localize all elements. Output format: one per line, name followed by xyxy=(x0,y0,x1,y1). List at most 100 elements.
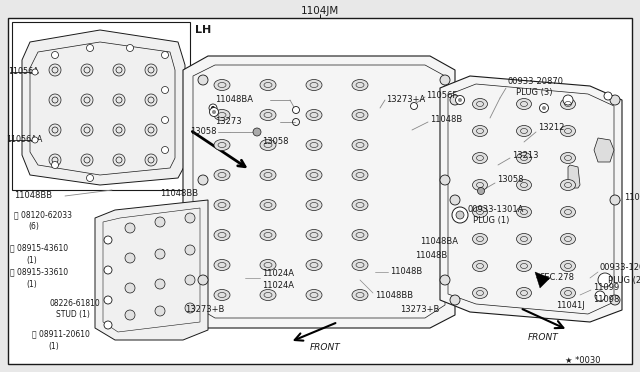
Circle shape xyxy=(540,103,548,112)
Circle shape xyxy=(410,103,417,109)
Circle shape xyxy=(145,64,157,76)
Ellipse shape xyxy=(561,99,575,109)
Circle shape xyxy=(198,175,208,185)
Ellipse shape xyxy=(306,80,322,90)
Text: ★ *0030: ★ *0030 xyxy=(565,356,600,365)
Text: LH: LH xyxy=(195,25,211,35)
Text: FRONT: FRONT xyxy=(310,343,340,353)
Ellipse shape xyxy=(306,140,322,151)
Text: SEC.278: SEC.278 xyxy=(540,273,575,282)
Text: 11048B: 11048B xyxy=(430,115,462,125)
Ellipse shape xyxy=(472,153,488,164)
Text: 11048B: 11048B xyxy=(624,193,640,202)
Ellipse shape xyxy=(260,230,276,241)
Ellipse shape xyxy=(516,288,531,298)
Circle shape xyxy=(49,94,61,106)
Text: FRONT: FRONT xyxy=(528,334,559,343)
Text: (6): (6) xyxy=(28,222,39,231)
Circle shape xyxy=(49,124,61,136)
Ellipse shape xyxy=(260,170,276,180)
Circle shape xyxy=(161,116,168,124)
Circle shape xyxy=(563,95,573,105)
Circle shape xyxy=(212,110,216,114)
Circle shape xyxy=(161,51,168,58)
Ellipse shape xyxy=(306,260,322,270)
Circle shape xyxy=(51,51,58,58)
Circle shape xyxy=(253,128,261,136)
Ellipse shape xyxy=(306,230,322,241)
Text: 11048BB: 11048BB xyxy=(14,192,52,201)
Circle shape xyxy=(113,124,125,136)
Ellipse shape xyxy=(352,109,368,121)
Text: 00933-20870: 00933-20870 xyxy=(508,77,564,87)
Circle shape xyxy=(81,124,93,136)
Ellipse shape xyxy=(561,260,575,272)
Circle shape xyxy=(81,64,93,76)
Circle shape xyxy=(209,108,218,116)
Circle shape xyxy=(198,75,208,85)
Text: 00933-1201A: 00933-1201A xyxy=(600,263,640,273)
Text: 11024A: 11024A xyxy=(262,282,294,291)
Circle shape xyxy=(610,195,620,205)
Text: 13273+B: 13273+B xyxy=(185,305,225,314)
Ellipse shape xyxy=(516,206,531,218)
Text: Ⓦ 08915-33610: Ⓦ 08915-33610 xyxy=(10,267,68,276)
Ellipse shape xyxy=(306,170,322,180)
Circle shape xyxy=(127,45,134,51)
Circle shape xyxy=(161,147,168,154)
Circle shape xyxy=(145,154,157,166)
Circle shape xyxy=(86,174,93,182)
Circle shape xyxy=(211,106,215,110)
Circle shape xyxy=(104,321,112,329)
Ellipse shape xyxy=(260,260,276,270)
Circle shape xyxy=(185,245,195,255)
Circle shape xyxy=(125,223,135,233)
Circle shape xyxy=(292,106,300,113)
Text: PLUG (2): PLUG (2) xyxy=(608,276,640,285)
Text: 08226-61810: 08226-61810 xyxy=(50,298,100,308)
Text: (1): (1) xyxy=(48,341,59,350)
Text: 11099: 11099 xyxy=(593,283,620,292)
Text: 11056A: 11056A xyxy=(8,67,38,77)
Ellipse shape xyxy=(214,199,230,211)
Text: 11048B: 11048B xyxy=(415,250,447,260)
Ellipse shape xyxy=(306,109,322,121)
Circle shape xyxy=(595,291,605,301)
Text: 13058: 13058 xyxy=(262,138,289,147)
Circle shape xyxy=(125,310,135,320)
Text: 11041J: 11041J xyxy=(556,301,585,310)
Text: 13058: 13058 xyxy=(190,126,216,135)
Ellipse shape xyxy=(352,80,368,90)
Ellipse shape xyxy=(214,80,230,90)
Circle shape xyxy=(456,211,464,219)
Ellipse shape xyxy=(352,289,368,301)
Ellipse shape xyxy=(306,289,322,301)
Circle shape xyxy=(113,94,125,106)
Ellipse shape xyxy=(260,80,276,90)
Circle shape xyxy=(161,87,168,93)
Ellipse shape xyxy=(561,153,575,164)
Ellipse shape xyxy=(516,153,531,164)
Ellipse shape xyxy=(472,234,488,244)
Circle shape xyxy=(542,106,546,110)
Text: PLUG (1): PLUG (1) xyxy=(473,215,509,224)
Circle shape xyxy=(440,275,450,285)
Circle shape xyxy=(456,96,465,105)
Circle shape xyxy=(450,95,460,105)
Circle shape xyxy=(440,75,450,85)
Polygon shape xyxy=(594,138,614,162)
Text: (1): (1) xyxy=(26,256,36,264)
Circle shape xyxy=(598,273,612,287)
Circle shape xyxy=(185,213,195,223)
Circle shape xyxy=(604,92,612,100)
Ellipse shape xyxy=(214,109,230,121)
Circle shape xyxy=(477,187,484,195)
Circle shape xyxy=(610,295,620,305)
Ellipse shape xyxy=(561,180,575,190)
Bar xyxy=(12,22,190,190)
Ellipse shape xyxy=(260,289,276,301)
Circle shape xyxy=(440,175,450,185)
Circle shape xyxy=(185,303,195,313)
Ellipse shape xyxy=(472,288,488,298)
Circle shape xyxy=(32,69,38,75)
